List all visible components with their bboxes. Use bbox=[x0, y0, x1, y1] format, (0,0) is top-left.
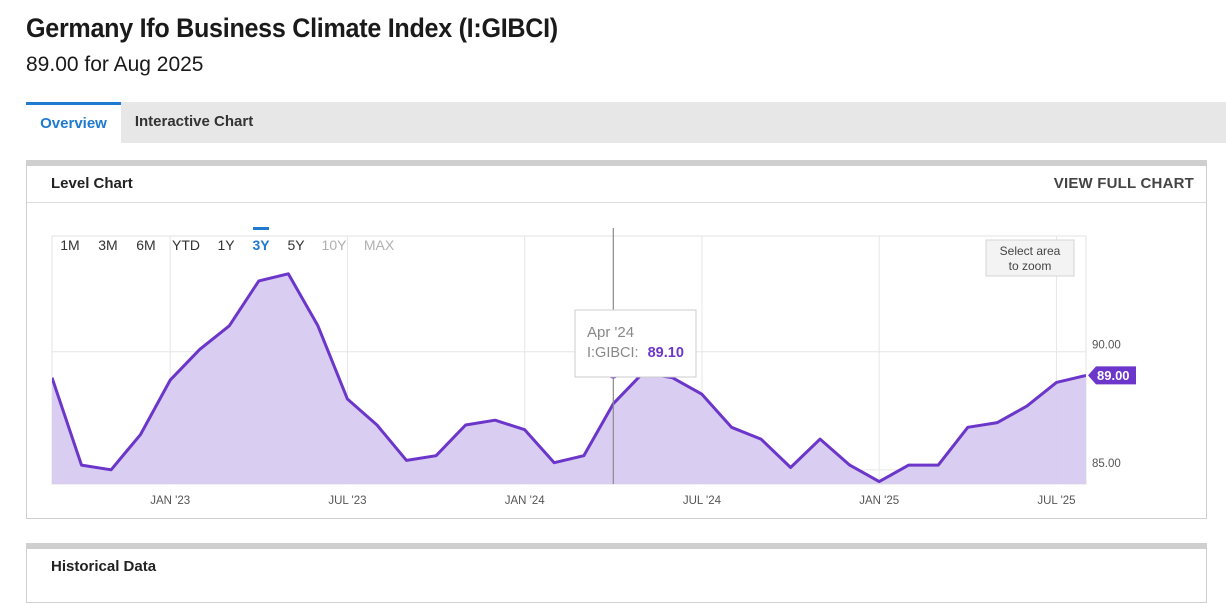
range-button-3y[interactable]: 3Y bbox=[252, 237, 270, 253]
x-axis-ticks: JAN '23 JUL '23 JAN '24 JUL '24 JAN '25 JUL '… bbox=[150, 495, 1075, 507]
tab-bar: Overview Interactive Chart bbox=[26, 102, 1226, 143]
tooltip-value: 89.10 bbox=[648, 345, 684, 361]
x-tick-label: JUL '25 bbox=[1037, 495, 1075, 507]
x-tick-label: JAN '25 bbox=[859, 495, 899, 507]
page-title: Germany Ifo Business Climate Index (I:GI… bbox=[26, 13, 558, 43]
range-button-active-indicator bbox=[253, 227, 269, 230]
x-tick-label: JAN '23 bbox=[150, 495, 190, 507]
range-button-ytd[interactable]: YTD bbox=[172, 237, 200, 253]
range-button-3m[interactable]: 3M bbox=[98, 237, 117, 253]
range-selector: 1M 3M 6M YTD 1Y 3Y 5Y 10Y MAX bbox=[60, 227, 395, 253]
tab-overview[interactable]: Overview bbox=[26, 102, 121, 143]
last-value-badge-text: 89.00 bbox=[1097, 368, 1130, 383]
last-value-badge-shape bbox=[1088, 366, 1136, 385]
range-button-1m[interactable]: 1M bbox=[60, 237, 79, 253]
y-tick-label: 90.00 bbox=[1092, 340, 1121, 352]
tooltip-date: Apr '24 bbox=[587, 324, 634, 341]
zoom-hint-box bbox=[985, 239, 1075, 277]
view-full-chart-link[interactable]: VIEW FULL CHART bbox=[1053, 175, 1194, 192]
range-button-6m[interactable]: 6M bbox=[136, 237, 155, 253]
x-tick-label: JUL '23 bbox=[328, 495, 366, 507]
range-button-1y[interactable]: 1Y bbox=[217, 237, 235, 253]
zoom-hint-line-2: to zoom bbox=[1009, 259, 1052, 273]
last-value-badge: 89.00 bbox=[1088, 366, 1136, 385]
x-tick-label: JAN '24 bbox=[505, 495, 546, 507]
latest-value-subtitle: 89.00 for Aug 2025 bbox=[26, 53, 204, 76]
tooltip-value-line: I:GIBCI: 89.10 bbox=[587, 345, 684, 361]
level-chart-title: Level Chart bbox=[51, 175, 133, 192]
tab-interactive-chart[interactable]: Interactive Chart bbox=[134, 113, 254, 130]
zoom-hint-line-1: Select area bbox=[1000, 244, 1061, 258]
historical-data-card: Historical Data bbox=[26, 543, 1207, 603]
y-axis-ticks: 85.00 90.00 bbox=[1092, 340, 1121, 470]
tooltip-box bbox=[574, 309, 697, 378]
x-tick-label: JUL '24 bbox=[683, 495, 722, 507]
range-button-max: MAX bbox=[364, 237, 395, 253]
series-line bbox=[52, 272, 1086, 484]
tooltip-series-label: I:GIBCI: bbox=[587, 345, 639, 361]
y-tick-label: 85.00 bbox=[1092, 458, 1121, 470]
zoom-hint: Select area to zoom bbox=[985, 239, 1075, 277]
range-button-5y[interactable]: 5Y bbox=[287, 237, 305, 253]
level-chart-header: Level Chart VIEW FULL CHART bbox=[27, 166, 1206, 203]
historical-data-title: Historical Data bbox=[51, 558, 157, 575]
series-area bbox=[52, 273, 1086, 484]
level-chart[interactable]: JAN '23 JUL '23 JAN '24 JUL '24 JAN '25 JUL '… bbox=[0, 0, 1226, 586]
tooltip: Apr '24 I:GIBCI: 89.10 bbox=[574, 309, 697, 378]
range-button-10y: 10Y bbox=[322, 237, 348, 253]
